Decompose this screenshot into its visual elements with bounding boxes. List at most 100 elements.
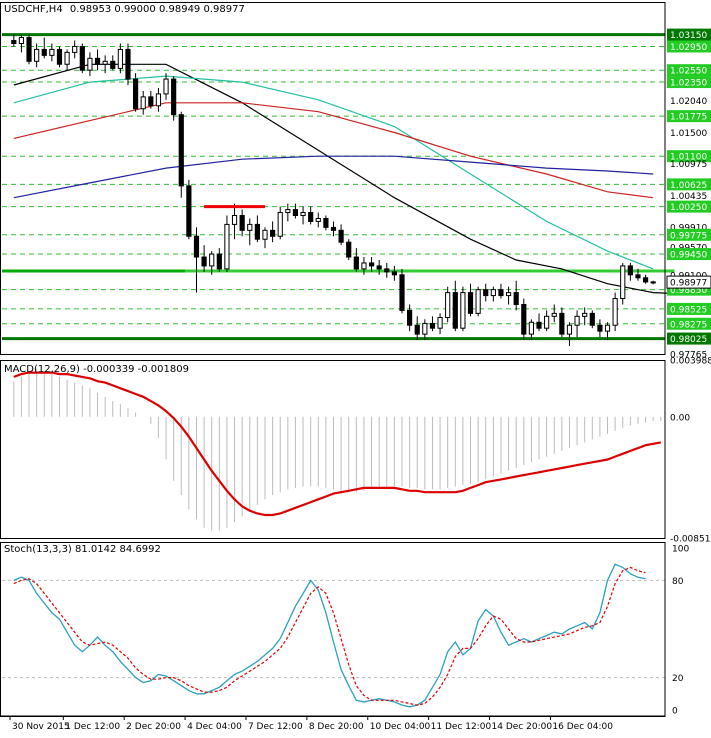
candle[interactable] [391,265,397,281]
candle-body-bear [559,312,565,335]
pane-frame [0,2,666,355]
candle[interactable] [559,307,565,338]
candle[interactable] [368,257,375,272]
candle[interactable] [323,215,329,231]
macd-pane[interactable]: 0.003988 0.00 -0.008519 MACD(12,26,9) -0.0… [4,357,711,545]
candle[interactable] [505,286,512,305]
candle[interactable] [597,319,603,338]
candle[interactable] [604,322,611,341]
candle[interactable] [125,43,131,86]
candle[interactable] [308,206,314,225]
candle[interactable] [582,307,588,326]
candles[interactable] [11,34,656,346]
candle[interactable] [300,206,306,225]
candle[interactable] [315,212,321,228]
candle[interactable] [18,34,25,53]
candle[interactable] [612,292,618,332]
candle[interactable] [133,73,139,112]
candle[interactable] [475,286,481,317]
candle-body-bear [292,209,299,217]
candle[interactable] [49,43,55,62]
candle[interactable] [224,215,230,272]
candle[interactable] [642,274,649,284]
candle[interactable] [72,40,78,59]
candle[interactable] [498,283,504,299]
candle[interactable] [551,304,557,323]
candle[interactable] [467,283,474,317]
candle-body-bull [566,324,573,335]
candle[interactable] [94,49,101,71]
candle[interactable] [209,251,215,275]
candle-body-bear [407,309,413,326]
candle[interactable] [41,37,47,59]
candle[interactable] [452,280,458,332]
price-pane[interactable]: 1.03150 1.02950 1.02550 1.02350 1.02040 1.017… [2,4,711,361]
candle[interactable] [330,221,337,237]
candle[interactable] [87,52,93,77]
candle[interactable] [589,310,595,329]
candle[interactable] [201,245,207,272]
candle[interactable] [650,280,656,285]
candle[interactable] [270,221,276,243]
candle[interactable] [56,46,63,68]
candle[interactable] [353,248,359,272]
candle[interactable] [277,206,283,240]
candle[interactable] [521,298,527,341]
candle[interactable] [627,262,633,281]
candle[interactable] [566,322,573,346]
candle[interactable] [254,215,260,243]
candle[interactable] [178,111,184,198]
price-label: 0.99450 [670,251,707,261]
candle[interactable] [422,319,428,341]
candle-body-bear [353,256,359,270]
candle[interactable] [574,310,580,338]
candle[interactable] [445,286,451,323]
candle[interactable] [110,55,116,71]
candle[interactable] [64,49,70,71]
candle[interactable] [635,268,641,281]
price-label-bg [667,28,711,41]
candle[interactable] [186,179,192,240]
candle[interactable] [414,316,420,341]
candle[interactable] [148,90,154,109]
candle[interactable] [34,43,40,68]
candle[interactable] [171,76,177,121]
candle[interactable] [140,90,146,115]
candle[interactable] [247,218,253,246]
candle[interactable] [620,262,626,305]
candle[interactable] [437,313,443,335]
candle[interactable] [163,73,169,100]
candle[interactable] [407,304,413,332]
candle[interactable] [231,203,238,240]
candle[interactable] [399,268,405,314]
candle[interactable] [79,43,85,74]
candle[interactable] [528,319,534,341]
candle[interactable] [544,310,550,332]
candle[interactable] [26,34,32,65]
candle[interactable] [490,286,496,302]
candle[interactable] [193,227,200,293]
candle[interactable] [376,259,382,275]
candle[interactable] [483,283,489,302]
candle[interactable] [338,224,344,246]
candle[interactable] [262,227,268,249]
candle-body-bull [620,265,626,300]
candle[interactable] [102,55,108,74]
candle[interactable] [513,280,519,311]
candle[interactable] [361,257,367,275]
candle[interactable] [384,262,390,278]
candle[interactable] [346,239,352,260]
candle[interactable] [117,43,123,74]
candle[interactable] [11,34,17,47]
candle[interactable] [292,203,299,219]
price-label-bg [667,317,711,330]
candle[interactable] [460,286,466,332]
candle[interactable] [536,313,542,332]
candle[interactable] [155,87,162,112]
candle[interactable] [216,248,222,272]
candle[interactable] [239,209,245,237]
candle[interactable] [429,316,436,332]
candle[interactable] [285,203,291,222]
